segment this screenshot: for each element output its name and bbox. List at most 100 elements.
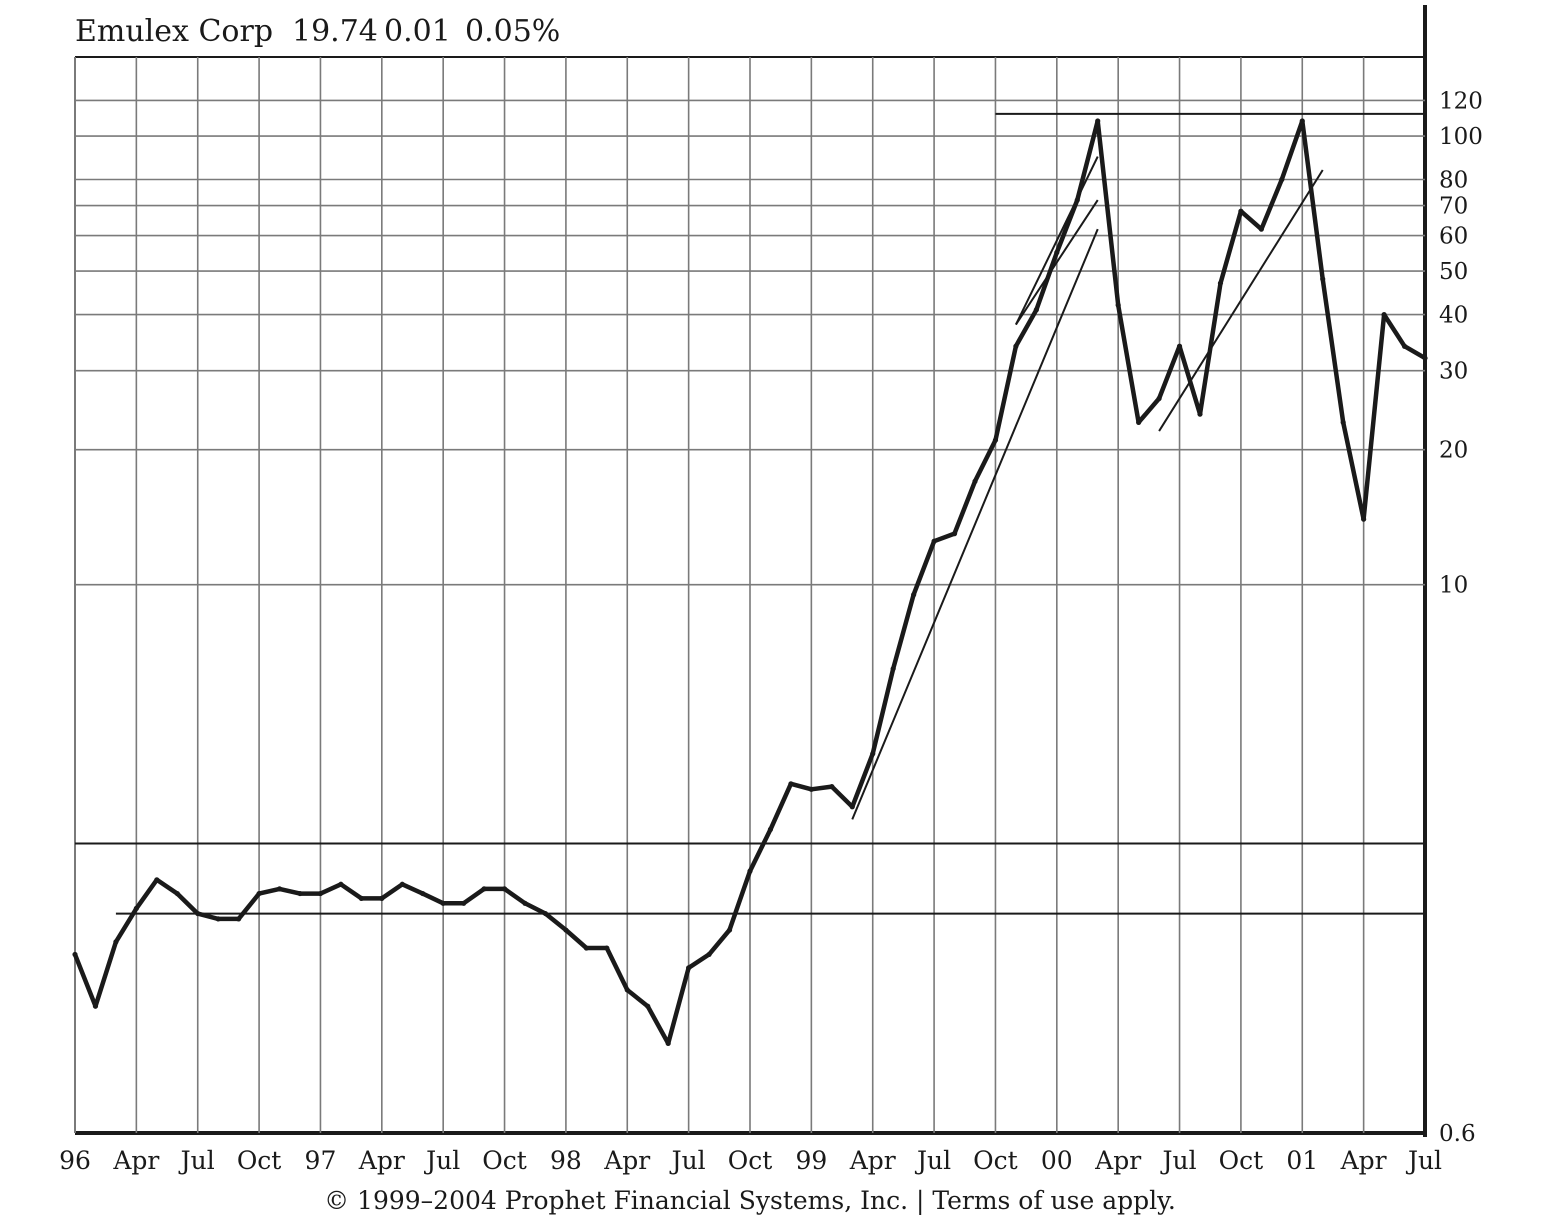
price-point (338, 881, 344, 887)
trend-line (851, 228, 1099, 820)
price-point (1033, 307, 1039, 313)
price-point (624, 987, 630, 993)
x-tick-label: 97 (305, 1146, 337, 1175)
price-point (133, 905, 139, 911)
x-tick-label: Apr (849, 1146, 896, 1175)
price-value: 19.74 (292, 14, 378, 49)
price-point (1013, 343, 1019, 349)
price-point (256, 890, 262, 897)
x-tick-label: Oct (482, 1146, 527, 1175)
x-tick-label: Oct (237, 1146, 282, 1175)
price-point (1340, 419, 1346, 426)
y-tick-label: 50 (1439, 259, 1468, 285)
price-point (501, 886, 508, 892)
price-point (931, 538, 937, 544)
price-point (890, 666, 896, 672)
price-point (1381, 311, 1387, 318)
price-point (481, 886, 487, 892)
y-tick-label: 70 (1439, 194, 1468, 220)
x-tick-label: 01 (1286, 1146, 1318, 1175)
price-point (972, 478, 978, 484)
x-tick-label: Jul (178, 1146, 215, 1175)
price-point (440, 900, 446, 906)
chart-title: Emulex Corp (75, 14, 274, 49)
copyright-footer: © 1999–2004 Prophet Financial Systems, I… (324, 1186, 1176, 1215)
x-tick-label: 00 (1041, 1146, 1073, 1175)
price-point (1320, 276, 1326, 282)
y-tick-label: 60 (1439, 224, 1468, 250)
trend-line (1015, 199, 1099, 326)
x-tick-label: Apr (1340, 1146, 1387, 1175)
y-tick-label: 40 (1439, 303, 1468, 329)
price-point (645, 1003, 651, 1009)
price-point (992, 437, 999, 443)
price-point (92, 1003, 99, 1009)
price-point (1136, 419, 1142, 426)
price-point (686, 965, 692, 971)
x-tick-label: Oct (728, 1146, 773, 1175)
x-tick-label: 98 (550, 1146, 582, 1175)
price-point (747, 868, 753, 874)
x-tick-label: Apr (1094, 1146, 1141, 1175)
x-tick-label: 99 (795, 1146, 827, 1175)
price-point (583, 945, 589, 951)
price-point (522, 900, 528, 906)
price-point (379, 895, 385, 901)
price-point (706, 951, 712, 958)
price-point (1361, 516, 1367, 522)
y-tick-label: 100 (1439, 124, 1483, 150)
trend-line (1015, 156, 1099, 326)
price-point (317, 890, 324, 897)
price-point (808, 786, 814, 792)
y-tick-label: 20 (1439, 438, 1468, 464)
price-point (1156, 395, 1162, 402)
price-point (870, 751, 876, 757)
price-point (563, 927, 569, 933)
change-percent: 0.05% (465, 14, 561, 49)
x-tick-label: Oct (1219, 1146, 1264, 1175)
price-point (461, 900, 467, 906)
x-tick-label: Jul (669, 1146, 706, 1175)
price-point (113, 939, 119, 945)
x-tick-label: Jul (914, 1146, 951, 1175)
price-point (1422, 355, 1428, 361)
price-point (276, 886, 283, 892)
price-point (829, 783, 835, 790)
trend-line (1158, 169, 1324, 432)
price-point (1279, 176, 1285, 183)
price-point (1217, 280, 1224, 286)
price-point (174, 890, 180, 897)
x-tick-label: Jul (423, 1146, 460, 1175)
price-point (399, 881, 405, 887)
price-point (665, 1040, 671, 1047)
price-point (236, 916, 242, 922)
price-point (1238, 208, 1244, 214)
price-point (297, 890, 303, 897)
x-tick-label: Apr (358, 1146, 405, 1175)
price-point (767, 826, 774, 832)
x-tick-label: Oct (973, 1146, 1018, 1175)
y-tick-label: 10 (1439, 573, 1468, 599)
price-point (1054, 249, 1060, 256)
x-tick-label: Jul (1159, 1146, 1196, 1175)
price-point (911, 592, 917, 598)
price-point (726, 927, 733, 933)
y-tick-label: 80 (1439, 168, 1468, 194)
price-point (1258, 226, 1264, 232)
y-tick-label: 120 (1439, 88, 1483, 114)
change-value: 0.01 (384, 14, 451, 49)
price-point (154, 877, 160, 883)
price-point (72, 951, 78, 958)
price-point (1176, 343, 1183, 349)
price-point (1197, 411, 1203, 417)
price-point (1115, 302, 1121, 308)
y-tick-label: 0.6 (1439, 1121, 1476, 1147)
x-tick-label: Apr (603, 1146, 650, 1175)
price-point (788, 781, 794, 787)
price-point (604, 945, 610, 951)
price-point (1299, 118, 1305, 124)
x-tick-label: Apr (112, 1146, 159, 1175)
price-point (951, 531, 958, 537)
y-tick-label: 30 (1439, 359, 1468, 385)
